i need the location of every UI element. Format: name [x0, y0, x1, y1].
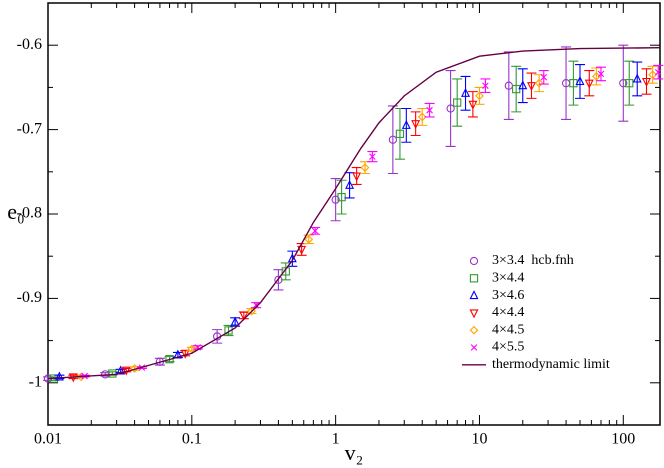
error-bar: [387, 105, 398, 175]
legend-label: 4×4.4: [492, 305, 524, 320]
marker: [369, 153, 376, 160]
marker: [540, 74, 548, 81]
marker: [654, 68, 662, 76]
marker: [417, 112, 427, 122]
legend-swatch: [470, 344, 478, 351]
marker: [475, 91, 484, 101]
error-bar: [591, 67, 602, 86]
error-bar: [534, 74, 545, 93]
marker: [304, 234, 314, 244]
curve: [47, 47, 661, 380]
marker: [426, 106, 433, 114]
legend-label: 3×3.4 hcb.fnh: [492, 253, 574, 268]
error-bar: [474, 86, 485, 105]
marker: [518, 80, 528, 90]
marker: [116, 365, 126, 375]
legend-label: 3×4.6: [492, 288, 524, 303]
marker: [54, 371, 64, 381]
error-bar: [330, 178, 341, 222]
error-bar: [344, 172, 355, 199]
error-bar: [280, 262, 291, 281]
legend-swatch: [469, 290, 479, 300]
marker: [297, 245, 307, 255]
marker: [453, 98, 462, 107]
x-tick-label: 100: [611, 431, 635, 448]
marker: [461, 87, 471, 97]
marker: [252, 301, 260, 309]
marker: [401, 119, 411, 129]
legend-label: 4×5.5: [492, 340, 524, 355]
error-bar: [517, 68, 528, 104]
y-tick-label: -0.8: [17, 205, 42, 222]
error-bar: [511, 65, 522, 113]
error-bar: [351, 167, 362, 186]
marker: [526, 82, 536, 92]
marker: [337, 192, 346, 202]
marker: [345, 179, 355, 189]
error-bar: [417, 107, 428, 126]
error-bar: [624, 60, 635, 106]
y-tick-label: -0.7: [17, 120, 42, 137]
legend-label: 3×4.4: [492, 271, 524, 286]
y-tick-label: -0.9: [17, 289, 42, 306]
marker: [311, 227, 319, 235]
x-axis-label: v₂: [345, 440, 364, 465]
marker: [108, 369, 117, 378]
error-bar: [526, 72, 537, 99]
marker: [446, 104, 455, 113]
y-tick-label: -1: [29, 373, 42, 390]
error-bar: [561, 46, 572, 121]
marker: [411, 120, 421, 130]
x-tick-label: 10: [471, 431, 487, 448]
marker: [619, 79, 628, 88]
y-tick-label: -0.6: [17, 36, 42, 53]
marker: [180, 349, 190, 359]
error-bar: [632, 61, 643, 97]
marker: [584, 79, 594, 89]
marker: [632, 73, 642, 83]
error-bar: [460, 75, 471, 111]
marker: [395, 129, 405, 138]
legend-swatch: [469, 309, 479, 319]
error-bar: [568, 60, 579, 106]
marker: [173, 349, 183, 359]
marker: [388, 135, 398, 144]
y-axis-label: e₀: [7, 199, 24, 224]
marker: [534, 78, 544, 88]
error-bar: [401, 107, 412, 143]
marker: [331, 195, 340, 204]
x-tick-label: 0.01: [34, 431, 62, 448]
error-bar: [467, 91, 478, 118]
marker: [592, 72, 601, 81]
legend-swatch: [469, 256, 479, 266]
marker: [468, 100, 478, 110]
legend-swatch: [469, 325, 479, 335]
legend-swatch: [469, 274, 479, 283]
marker: [360, 163, 370, 172]
marker: [597, 70, 605, 78]
marker: [230, 316, 240, 326]
legend-label: 4×4.5: [492, 322, 524, 337]
error-bar: [452, 78, 463, 127]
error-bar: [584, 69, 595, 97]
x-tick-label: 0.1: [182, 431, 202, 448]
marker: [482, 82, 489, 89]
marker: [575, 76, 585, 86]
marker: [648, 70, 658, 80]
legend-label: thermodynamic limit: [492, 357, 610, 372]
error-bar: [641, 68, 652, 95]
error-bar: [445, 69, 456, 148]
marker: [281, 267, 290, 276]
marker: [352, 172, 362, 182]
x-tick-label: 1: [332, 431, 340, 448]
error-bar: [410, 111, 421, 137]
marker: [642, 77, 651, 87]
error-bar: [574, 64, 585, 99]
error-bar: [618, 44, 629, 122]
marker: [239, 311, 249, 321]
marker: [625, 79, 634, 88]
error-bar: [212, 329, 223, 344]
error-bar: [647, 65, 658, 84]
